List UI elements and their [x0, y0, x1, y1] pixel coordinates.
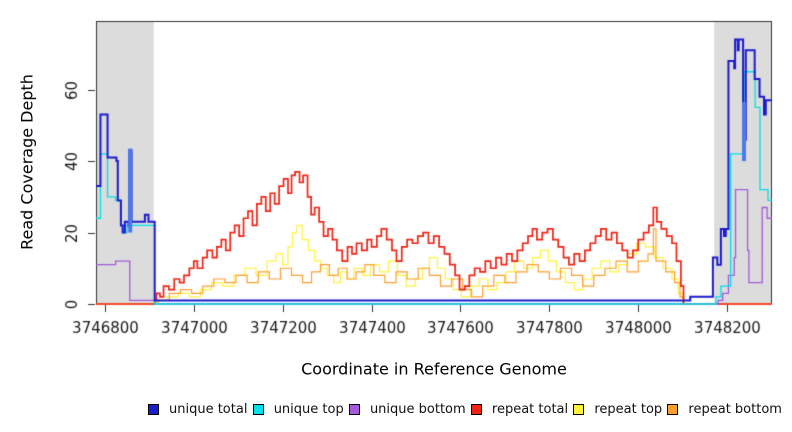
- repeat-total-swatch-icon: [470, 403, 482, 415]
- legend-label: unique top: [273, 401, 344, 417]
- legend-item-repeat-top: repeat top: [573, 402, 662, 417]
- repeat-bottom-swatch-icon: [667, 403, 679, 415]
- legend-item-unique-total: unique total: [148, 402, 247, 417]
- y-axis-title: Read Coverage Depth: [17, 74, 37, 250]
- legend-label: unique total: [169, 401, 248, 417]
- legend-label: unique bottom: [369, 401, 466, 417]
- repeat-top-swatch-icon: [573, 403, 585, 415]
- unique-bottom-swatch-icon: [348, 403, 360, 415]
- unique-top-swatch-icon: [252, 403, 264, 415]
- legend-item-unique-bottom: unique bottom: [348, 401, 466, 417]
- legend-item-unique-top: unique top: [252, 401, 344, 417]
- legend-item-repeat-bottom: repeat bottom: [667, 402, 782, 417]
- legend-label: repeat top: [594, 401, 663, 417]
- legend-item-repeat-total: repeat total: [470, 401, 569, 417]
- x-axis-title: Coordinate in Reference Genome: [301, 359, 567, 379]
- legend-label: repeat bottom: [688, 401, 782, 417]
- legend: unique total unique top unique bottom re…: [148, 399, 782, 419]
- legend-label: repeat total: [491, 401, 569, 417]
- unique-total-swatch-icon: [148, 403, 159, 415]
